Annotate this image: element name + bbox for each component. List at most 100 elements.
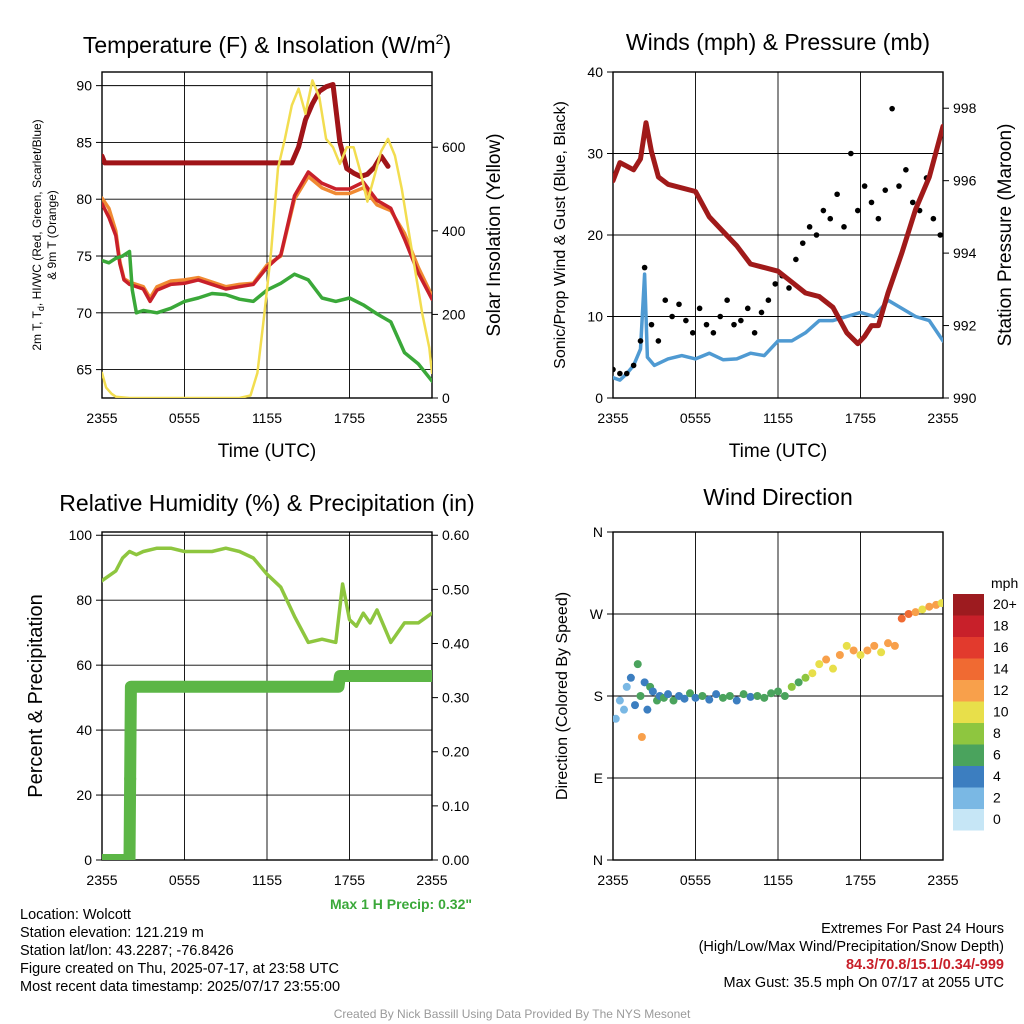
dir-point — [856, 651, 865, 659]
dir-x-tick-label: 0555 — [680, 872, 711, 888]
dir-point — [911, 608, 920, 617]
dir-point — [835, 651, 844, 659]
wind-gust-point — [937, 232, 943, 238]
dir-point — [808, 669, 817, 678]
rh-precip-point — [124, 772, 137, 785]
temp-y-tick-label: 70 — [76, 305, 92, 321]
wind-x-tick-label: 1155 — [763, 410, 793, 426]
dir-title: Wind Direction — [703, 484, 853, 510]
dir-x-tick-label: 2355 — [927, 872, 958, 888]
wind-x-tick-label: 2355 — [597, 410, 628, 426]
legend-swatch — [953, 594, 984, 616]
dir-point — [640, 678, 649, 687]
dir-y-tick-label: S — [594, 688, 603, 704]
temp-y2-tick-label: 200 — [442, 306, 466, 322]
legend-label: 12 — [993, 682, 1009, 698]
wind-x-label: Time (UTC) — [729, 441, 828, 462]
wind-gust-point — [827, 215, 834, 222]
rh-y2-tick-label: 0.30 — [442, 690, 469, 706]
rh-y-tick-label: 60 — [76, 657, 92, 673]
temp-x-label: Time (UTC) — [218, 441, 317, 462]
legend-label: 10 — [993, 704, 1009, 720]
rh-y2-tick-label: 0.50 — [442, 581, 469, 597]
dir-frame — [612, 531, 944, 861]
temp-heat_index-line — [102, 82, 391, 179]
legend-label: 4 — [993, 768, 1001, 784]
dir-point — [732, 696, 741, 705]
wind-y-tick-label: 10 — [587, 309, 603, 325]
temp-y-label-2: & 9m T (Orange) — [45, 190, 59, 280]
wind-gust-point — [848, 150, 854, 157]
legend-label: 8 — [993, 725, 1001, 741]
legend-swatch — [953, 637, 984, 659]
rh-x-tick-label: 1755 — [334, 872, 365, 888]
wind-gust-point — [623, 370, 630, 377]
legend-swatch — [953, 766, 984, 788]
rh-x-tick-label: 2355 — [416, 872, 447, 888]
wind-gust-point — [786, 285, 792, 291]
legend-swatch — [953, 658, 984, 680]
wind-y-tick-label: 20 — [587, 227, 603, 243]
temp-solar-line — [102, 79, 432, 398]
dir-point — [620, 705, 628, 714]
rh-y-tick-label: 40 — [76, 722, 92, 738]
rh-plot-area — [102, 546, 432, 860]
wind-gust-point — [617, 370, 623, 377]
temp-chart: Temperature (F) & Insolation (W/m2) 2355 0… — [30, 31, 505, 462]
wind-y2-tick-label: 998 — [953, 100, 977, 116]
wind-y2-tick-label: 996 — [953, 173, 977, 189]
elevation-text: Station elevation: 121.219 m — [20, 925, 204, 941]
temp-x-tick-label: 1755 — [334, 410, 365, 426]
wind-y2-tick-label: 992 — [953, 318, 977, 334]
temp-x-tick-label: 2355 — [86, 410, 117, 426]
dir-point — [746, 692, 755, 701]
rh-y2-tick-label: 0.40 — [442, 635, 469, 651]
temp-y2-tick-label: 600 — [442, 139, 466, 155]
rh-y2-tick-label: 0.10 — [442, 798, 469, 814]
wind-title: Winds (mph) & Pressure (mb) — [626, 29, 930, 55]
wind-gust-point — [655, 338, 662, 344]
wind-gust-point — [889, 105, 895, 112]
dir-y-label: Direction (Colored By Speed) — [554, 592, 571, 800]
wind-gust-point — [641, 264, 648, 271]
temp-y-tick-label: 75 — [76, 248, 92, 264]
wind-gust-point — [676, 301, 682, 308]
temp-y-tick-label: 85 — [76, 134, 92, 150]
wind-gust-point — [669, 313, 675, 320]
dir-point — [870, 641, 879, 650]
rh-frame — [101, 531, 433, 861]
wind-gust-point — [909, 199, 916, 206]
wind-gust-point — [765, 297, 772, 304]
legend-label: 14 — [993, 661, 1009, 677]
wind-gust-point — [834, 191, 840, 198]
legend-label: 0 — [993, 811, 1001, 827]
dir-point — [633, 660, 642, 669]
wind-gust-point — [903, 167, 909, 173]
dir-point — [767, 689, 776, 698]
dir-point — [686, 689, 694, 698]
dir-y-tick-label: E — [594, 770, 603, 786]
temp-frame — [101, 71, 433, 399]
dir-point — [626, 673, 635, 682]
temp-y-tick-label: 90 — [76, 78, 92, 94]
wind-gust-point — [930, 215, 937, 222]
dir-point — [815, 660, 824, 669]
legend-label: 16 — [993, 639, 1009, 655]
wind-gust-point — [744, 305, 751, 312]
wind-gust-point — [854, 207, 861, 214]
dir-point — [725, 692, 734, 700]
dir-point — [698, 692, 707, 700]
rh-x-tick-label: 1155 — [252, 872, 282, 888]
temp-plot-area — [102, 79, 432, 398]
wind-gust-point — [751, 330, 758, 336]
wind-y-tick-label: 0 — [595, 390, 603, 406]
dir-point — [794, 678, 803, 687]
wind-gust-point — [793, 256, 799, 263]
wind-gust-point — [717, 313, 724, 320]
temp-x-tick-label: 2355 — [416, 410, 447, 426]
dir-point — [849, 646, 858, 655]
extremes-subtitle: (High/Low/Max Wind/Precipitation/Snow De… — [698, 939, 1004, 955]
wind-gust-point — [875, 215, 882, 222]
temp-dewpoint-line — [102, 249, 432, 383]
wind-gust-point — [861, 183, 868, 189]
